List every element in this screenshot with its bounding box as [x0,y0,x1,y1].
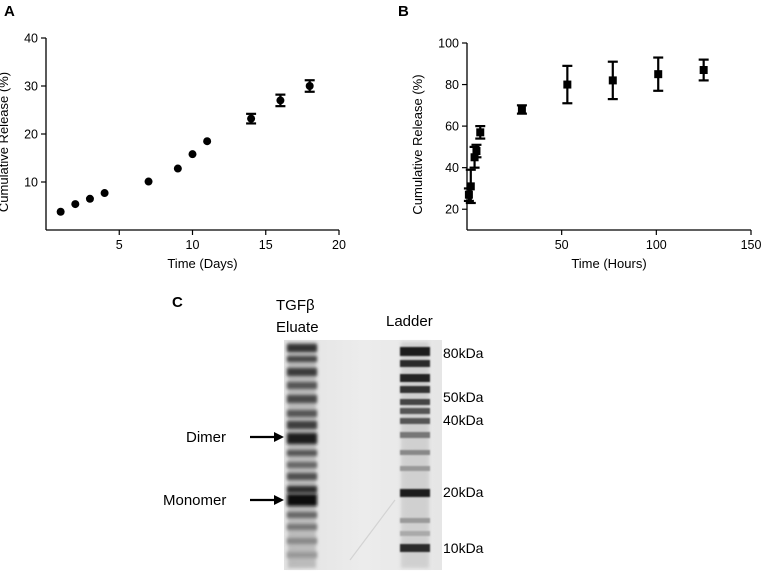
panel-b-data-point [608,76,617,85]
dimer-arrow [250,432,284,442]
panel-a-y-tick-label: 30 [24,80,38,94]
panel-b-y-tick-label: 100 [438,37,459,51]
panel-a-letter: A [4,3,15,20]
panel-b-y-axis-title: Cumulative Release (%) [410,74,425,214]
panel-b-x-tick-label: 50 [555,238,569,252]
panel-b-x-tick-label: 100 [646,238,667,252]
panel-a-data-point [85,194,94,203]
panel-b-y-tick-label: 80 [445,78,459,92]
panel-b-data-point [466,182,475,191]
panel-c-gel: C [163,294,484,570]
panel-b-data-point [563,80,572,89]
ladder-marker-10kda: 10kDa [443,540,484,556]
panel-a-y-tick-label: 10 [24,176,38,190]
gel-streak [349,499,396,561]
lane-title-ladder: Ladder [386,313,433,330]
panel-a-data-point [188,150,197,159]
panel-a-data-point [305,82,314,90]
panel-b-data-point [472,147,481,156]
ladder-marker-80kda: 80kDa [443,345,484,361]
ladder-lane [400,342,430,568]
ladder-marker-50kda: 50kDa [443,389,484,405]
panel-a-x-tick-label: 10 [186,238,200,252]
panel-a-data-point [144,177,153,186]
panel-a-data-point [56,207,65,216]
lane-title-tgfb: TGFβ [276,297,315,314]
panel-b-letter: B [398,3,409,20]
panel-a-chart: A 5 10 15 20 10 20 30 40 Time (Days) Cumulative R… [0,3,346,271]
panel-b-data-point [654,70,663,79]
panel-a-data-point [203,137,212,146]
panel-b-data-point [464,190,473,199]
dimer-label: Dimer [186,429,226,446]
panel-a-data-point [276,96,285,105]
panel-b-x-tick-label: 150 [741,238,762,252]
panel-a-y-axis-title: Cumulative Release (%) [0,72,11,212]
panel-c-letter: C [172,294,183,311]
panel-a-y-tick-label: 20 [24,128,38,142]
monomer-arrow [250,495,284,505]
eluate-lane [287,342,317,568]
panel-a-y-tick-label: 40 [24,32,38,46]
panel-a-data-point [71,200,80,209]
panel-b-y-tick-label: 20 [445,203,459,217]
panel-b-data-point [517,105,526,114]
monomer-label: Monomer [163,492,226,509]
panel-b-y-tick-label: 40 [445,161,459,175]
panel-a-data-point [247,114,256,123]
ladder-marker-20kda: 20kDa [443,484,484,500]
panel-b-data-point [699,66,708,75]
panel-a-x-tick-label: 15 [259,238,273,252]
panel-a-x-tick-label: 5 [116,238,123,252]
panel-a-data-point [173,164,182,173]
ladder-marker-40kda: 40kDa [443,412,484,428]
panel-a-x-axis-title: Time (Days) [167,256,237,271]
panel-b-x-axis-title: Time (Hours) [571,256,646,271]
panel-b-data-point [476,128,485,137]
panel-a-data-point [100,189,109,198]
panel-a-x-tick-label: 20 [332,238,346,252]
lane-title-eluate: Eluate [276,319,319,336]
panel-b-y-tick-label: 60 [445,120,459,134]
